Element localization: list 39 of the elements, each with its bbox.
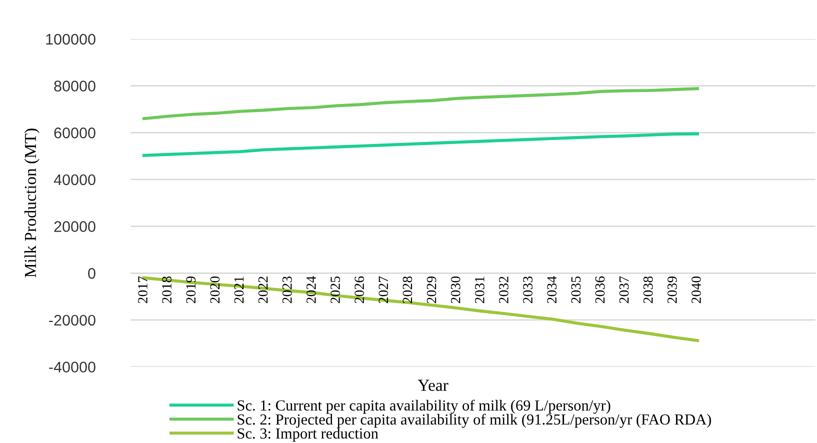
x-tick-label: 2018 xyxy=(162,276,172,304)
x-tick-label: 2039 xyxy=(667,276,677,304)
y-tick-label: 40000 xyxy=(54,174,96,186)
x-tick-label: 2040 xyxy=(692,276,701,304)
x-tick-label: 2032 xyxy=(499,276,508,304)
x-tick-label: 2034 xyxy=(547,276,557,304)
line-series xyxy=(142,132,699,157)
y-tick-label: 60000 xyxy=(54,128,96,138)
x-tick-label: 2024 xyxy=(306,276,316,304)
x-tick-label: 2019 xyxy=(186,276,196,304)
x-tick-label: 2023 xyxy=(282,276,292,304)
y-tick-label: -40000 xyxy=(49,362,96,372)
x-tick-label: 2029 xyxy=(426,276,436,304)
x-tick-label: 2021 xyxy=(234,276,244,304)
x-tick-label: 2027 xyxy=(378,276,388,304)
x-tick-label: 2036 xyxy=(595,276,605,304)
x-axis-title: Year xyxy=(418,380,448,391)
legend-label: Sc. 1: Current per capita availability of milk (69 L/person/yr) xyxy=(238,400,610,414)
x-tick-label: 2031 xyxy=(474,276,484,304)
x-tick-label: 2037 xyxy=(619,276,629,304)
y-tick-label: 80000 xyxy=(54,80,96,92)
y-axis-title: Milk Production (MT) xyxy=(24,128,40,278)
y-tick-label: 100000 xyxy=(46,34,96,45)
x-tick-label: 2020 xyxy=(210,276,220,304)
y-tick-label: 20000 xyxy=(54,221,96,232)
legend-label: Sc. 2: Projected per capita availability of milk (91.25L/person/yr (FAO RDA) xyxy=(238,414,711,428)
x-tick-label: 2017 xyxy=(138,276,148,304)
legend-label: Sc. 3: Import reduction xyxy=(238,428,378,442)
y-tick-label: -20000 xyxy=(49,314,96,326)
line-series xyxy=(142,87,699,120)
x-tick-label: 2033 xyxy=(523,276,532,304)
x-tick-label: 2022 xyxy=(258,276,268,304)
x-tick-label: 2030 xyxy=(450,276,460,304)
x-tick-label: 2038 xyxy=(643,276,653,304)
x-tick-label: 2026 xyxy=(354,276,364,304)
x-tick-label: 2028 xyxy=(402,276,412,304)
x-tick-label: 2035 xyxy=(571,276,581,304)
x-tick-label: 2025 xyxy=(330,276,340,304)
y-tick-label: 0 xyxy=(88,268,96,279)
